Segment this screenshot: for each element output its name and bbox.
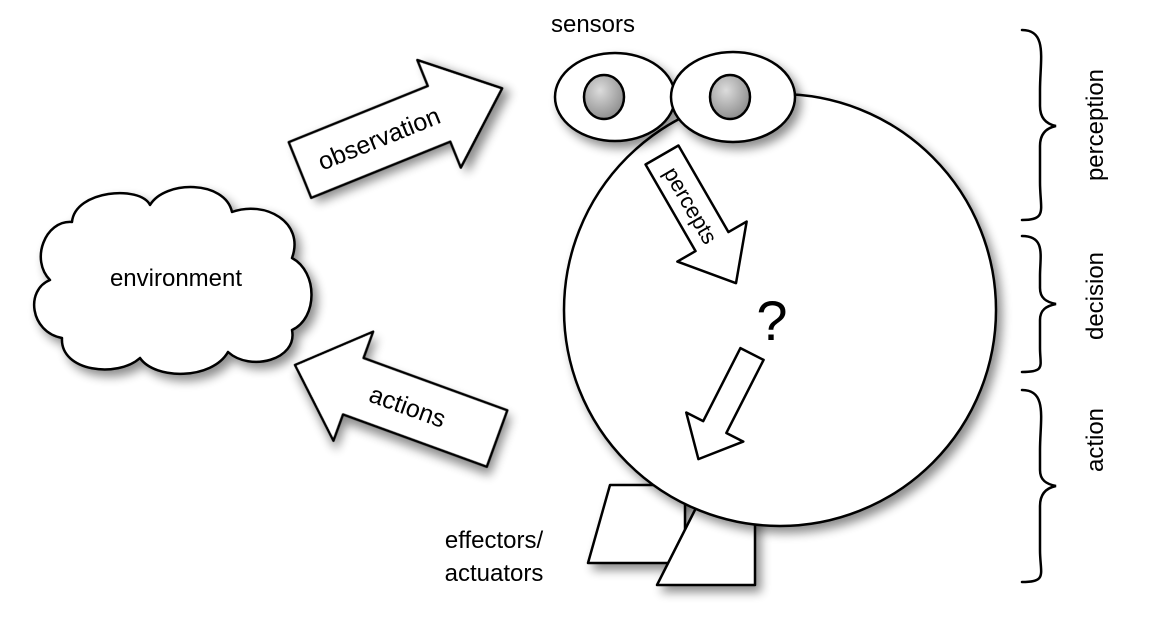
action-stage-label: action (1082, 408, 1109, 472)
decision-brace (1020, 234, 1057, 374)
decision-stage-label: decision (1082, 252, 1109, 340)
sensors-label: sensors (551, 11, 635, 38)
environment-cloud (32, 185, 313, 376)
action-arrow (685, 346, 765, 461)
action-brace (1020, 388, 1057, 584)
decision-question-mark: ? (756, 289, 787, 352)
observation-arrow (287, 58, 504, 200)
left-pupil (582, 73, 626, 121)
perception-stage-label: perception (1082, 69, 1109, 181)
perception-brace (1020, 28, 1057, 222)
percepts-arrow (644, 144, 748, 285)
environment-label: environment (110, 265, 242, 292)
actions-arrow (293, 330, 509, 468)
effectors-label-line1: effectors/ (445, 527, 544, 554)
right-pupil (708, 73, 752, 121)
effectors-label-line2: actuators (445, 560, 544, 587)
